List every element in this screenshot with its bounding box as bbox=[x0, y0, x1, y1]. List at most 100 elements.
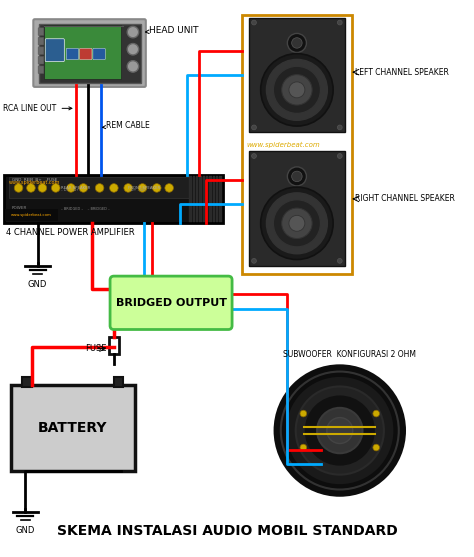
Circle shape bbox=[67, 184, 75, 192]
Circle shape bbox=[261, 53, 333, 126]
Text: RCA LINE OUT: RCA LINE OUT bbox=[3, 104, 72, 113]
Text: GND  REM  B+    FUSE: GND REM B+ FUSE bbox=[12, 178, 57, 182]
FancyBboxPatch shape bbox=[38, 47, 44, 55]
Text: SKEMA INSTALASI AUDIO MOBIL STANDARD: SKEMA INSTALASI AUDIO MOBIL STANDARD bbox=[57, 524, 398, 538]
Text: BRIDGED OUTPUT: BRIDGED OUTPUT bbox=[116, 298, 227, 308]
Circle shape bbox=[289, 216, 305, 231]
Text: FRONT SPEAKER: FRONT SPEAKER bbox=[128, 185, 160, 189]
Text: – BRIDGED –    – BRIDGED –: – BRIDGED – – BRIDGED – bbox=[62, 208, 110, 212]
FancyBboxPatch shape bbox=[216, 176, 218, 222]
FancyBboxPatch shape bbox=[80, 48, 92, 60]
FancyBboxPatch shape bbox=[109, 337, 118, 354]
Text: FUSE: FUSE bbox=[85, 344, 106, 353]
Circle shape bbox=[261, 187, 333, 260]
FancyBboxPatch shape bbox=[249, 152, 345, 266]
FancyBboxPatch shape bbox=[22, 377, 32, 387]
FancyBboxPatch shape bbox=[38, 23, 141, 82]
Circle shape bbox=[273, 200, 320, 247]
FancyBboxPatch shape bbox=[93, 48, 105, 60]
Text: POWER: POWER bbox=[12, 206, 27, 209]
Circle shape bbox=[292, 38, 302, 48]
FancyBboxPatch shape bbox=[192, 176, 195, 222]
Circle shape bbox=[153, 184, 161, 192]
Circle shape bbox=[252, 20, 256, 25]
FancyBboxPatch shape bbox=[11, 385, 135, 471]
FancyBboxPatch shape bbox=[110, 276, 232, 330]
Text: LEFT CHANNEL SPEAKER: LEFT CHANNEL SPEAKER bbox=[355, 67, 449, 77]
Circle shape bbox=[300, 410, 307, 417]
Circle shape bbox=[127, 43, 139, 55]
Circle shape bbox=[337, 125, 342, 130]
Circle shape bbox=[127, 61, 139, 72]
Circle shape bbox=[273, 66, 320, 114]
Circle shape bbox=[373, 410, 380, 417]
Text: SUBWOOFER  KONFIGURASI 2 OHM: SUBWOOFER KONFIGURASI 2 OHM bbox=[283, 350, 416, 359]
Circle shape bbox=[266, 193, 328, 254]
Circle shape bbox=[127, 26, 139, 38]
Text: www.spiderbeat.com: www.spiderbeat.com bbox=[246, 141, 320, 148]
Text: REM CABLE: REM CABLE bbox=[102, 121, 150, 130]
Circle shape bbox=[292, 171, 302, 182]
Circle shape bbox=[282, 75, 312, 105]
FancyBboxPatch shape bbox=[38, 56, 44, 64]
FancyBboxPatch shape bbox=[38, 28, 44, 36]
Circle shape bbox=[124, 184, 132, 192]
FancyBboxPatch shape bbox=[38, 66, 44, 74]
Circle shape bbox=[165, 184, 173, 192]
Circle shape bbox=[306, 397, 374, 464]
Circle shape bbox=[95, 184, 104, 192]
Text: BATTERY: BATTERY bbox=[38, 421, 108, 434]
Circle shape bbox=[266, 60, 328, 120]
Circle shape bbox=[289, 82, 305, 98]
Circle shape bbox=[252, 125, 256, 130]
Circle shape bbox=[317, 408, 363, 453]
FancyBboxPatch shape bbox=[202, 176, 205, 222]
FancyBboxPatch shape bbox=[44, 26, 120, 79]
FancyBboxPatch shape bbox=[4, 175, 224, 223]
Circle shape bbox=[282, 208, 312, 238]
FancyBboxPatch shape bbox=[212, 176, 215, 222]
FancyBboxPatch shape bbox=[199, 176, 201, 222]
Circle shape bbox=[296, 387, 384, 475]
Circle shape bbox=[52, 184, 60, 192]
FancyBboxPatch shape bbox=[219, 176, 221, 222]
Text: RIGHT CHANNEL SPEAKER: RIGHT CHANNEL SPEAKER bbox=[355, 194, 455, 203]
Text: 4 CHANNEL POWER AMPLIFIER: 4 CHANNEL POWER AMPLIFIER bbox=[6, 227, 135, 237]
FancyBboxPatch shape bbox=[189, 176, 191, 222]
Circle shape bbox=[252, 154, 256, 158]
FancyBboxPatch shape bbox=[249, 18, 345, 132]
FancyBboxPatch shape bbox=[66, 48, 79, 60]
FancyBboxPatch shape bbox=[38, 37, 44, 45]
Circle shape bbox=[327, 418, 353, 443]
Text: GND: GND bbox=[16, 526, 35, 535]
FancyBboxPatch shape bbox=[33, 19, 146, 87]
FancyBboxPatch shape bbox=[45, 39, 64, 62]
Circle shape bbox=[109, 184, 118, 192]
Circle shape bbox=[337, 20, 342, 25]
FancyBboxPatch shape bbox=[9, 177, 190, 198]
Text: – Ω+ – Ω+: – Ω+ – Ω+ bbox=[62, 188, 79, 192]
Circle shape bbox=[252, 258, 256, 263]
Circle shape bbox=[27, 184, 35, 192]
Circle shape bbox=[373, 444, 380, 451]
Circle shape bbox=[138, 184, 147, 192]
FancyBboxPatch shape bbox=[5, 209, 58, 221]
Text: HEAD UNIT: HEAD UNIT bbox=[146, 26, 199, 35]
FancyBboxPatch shape bbox=[209, 176, 211, 222]
Circle shape bbox=[38, 184, 46, 192]
Circle shape bbox=[337, 154, 342, 158]
Text: REAR SPEAKER: REAR SPEAKER bbox=[62, 185, 91, 189]
Circle shape bbox=[300, 444, 307, 451]
FancyBboxPatch shape bbox=[206, 176, 208, 222]
Circle shape bbox=[288, 379, 392, 482]
Circle shape bbox=[14, 184, 23, 192]
Circle shape bbox=[275, 366, 405, 495]
Circle shape bbox=[287, 33, 306, 52]
Circle shape bbox=[79, 184, 88, 192]
Text: www.spiderbeat.com: www.spiderbeat.com bbox=[9, 180, 60, 185]
Text: GND: GND bbox=[28, 280, 47, 289]
FancyBboxPatch shape bbox=[114, 377, 123, 387]
Circle shape bbox=[337, 258, 342, 263]
Text: – Ω+ – Ω+: – Ω+ – Ω+ bbox=[128, 188, 146, 192]
Circle shape bbox=[287, 167, 306, 186]
